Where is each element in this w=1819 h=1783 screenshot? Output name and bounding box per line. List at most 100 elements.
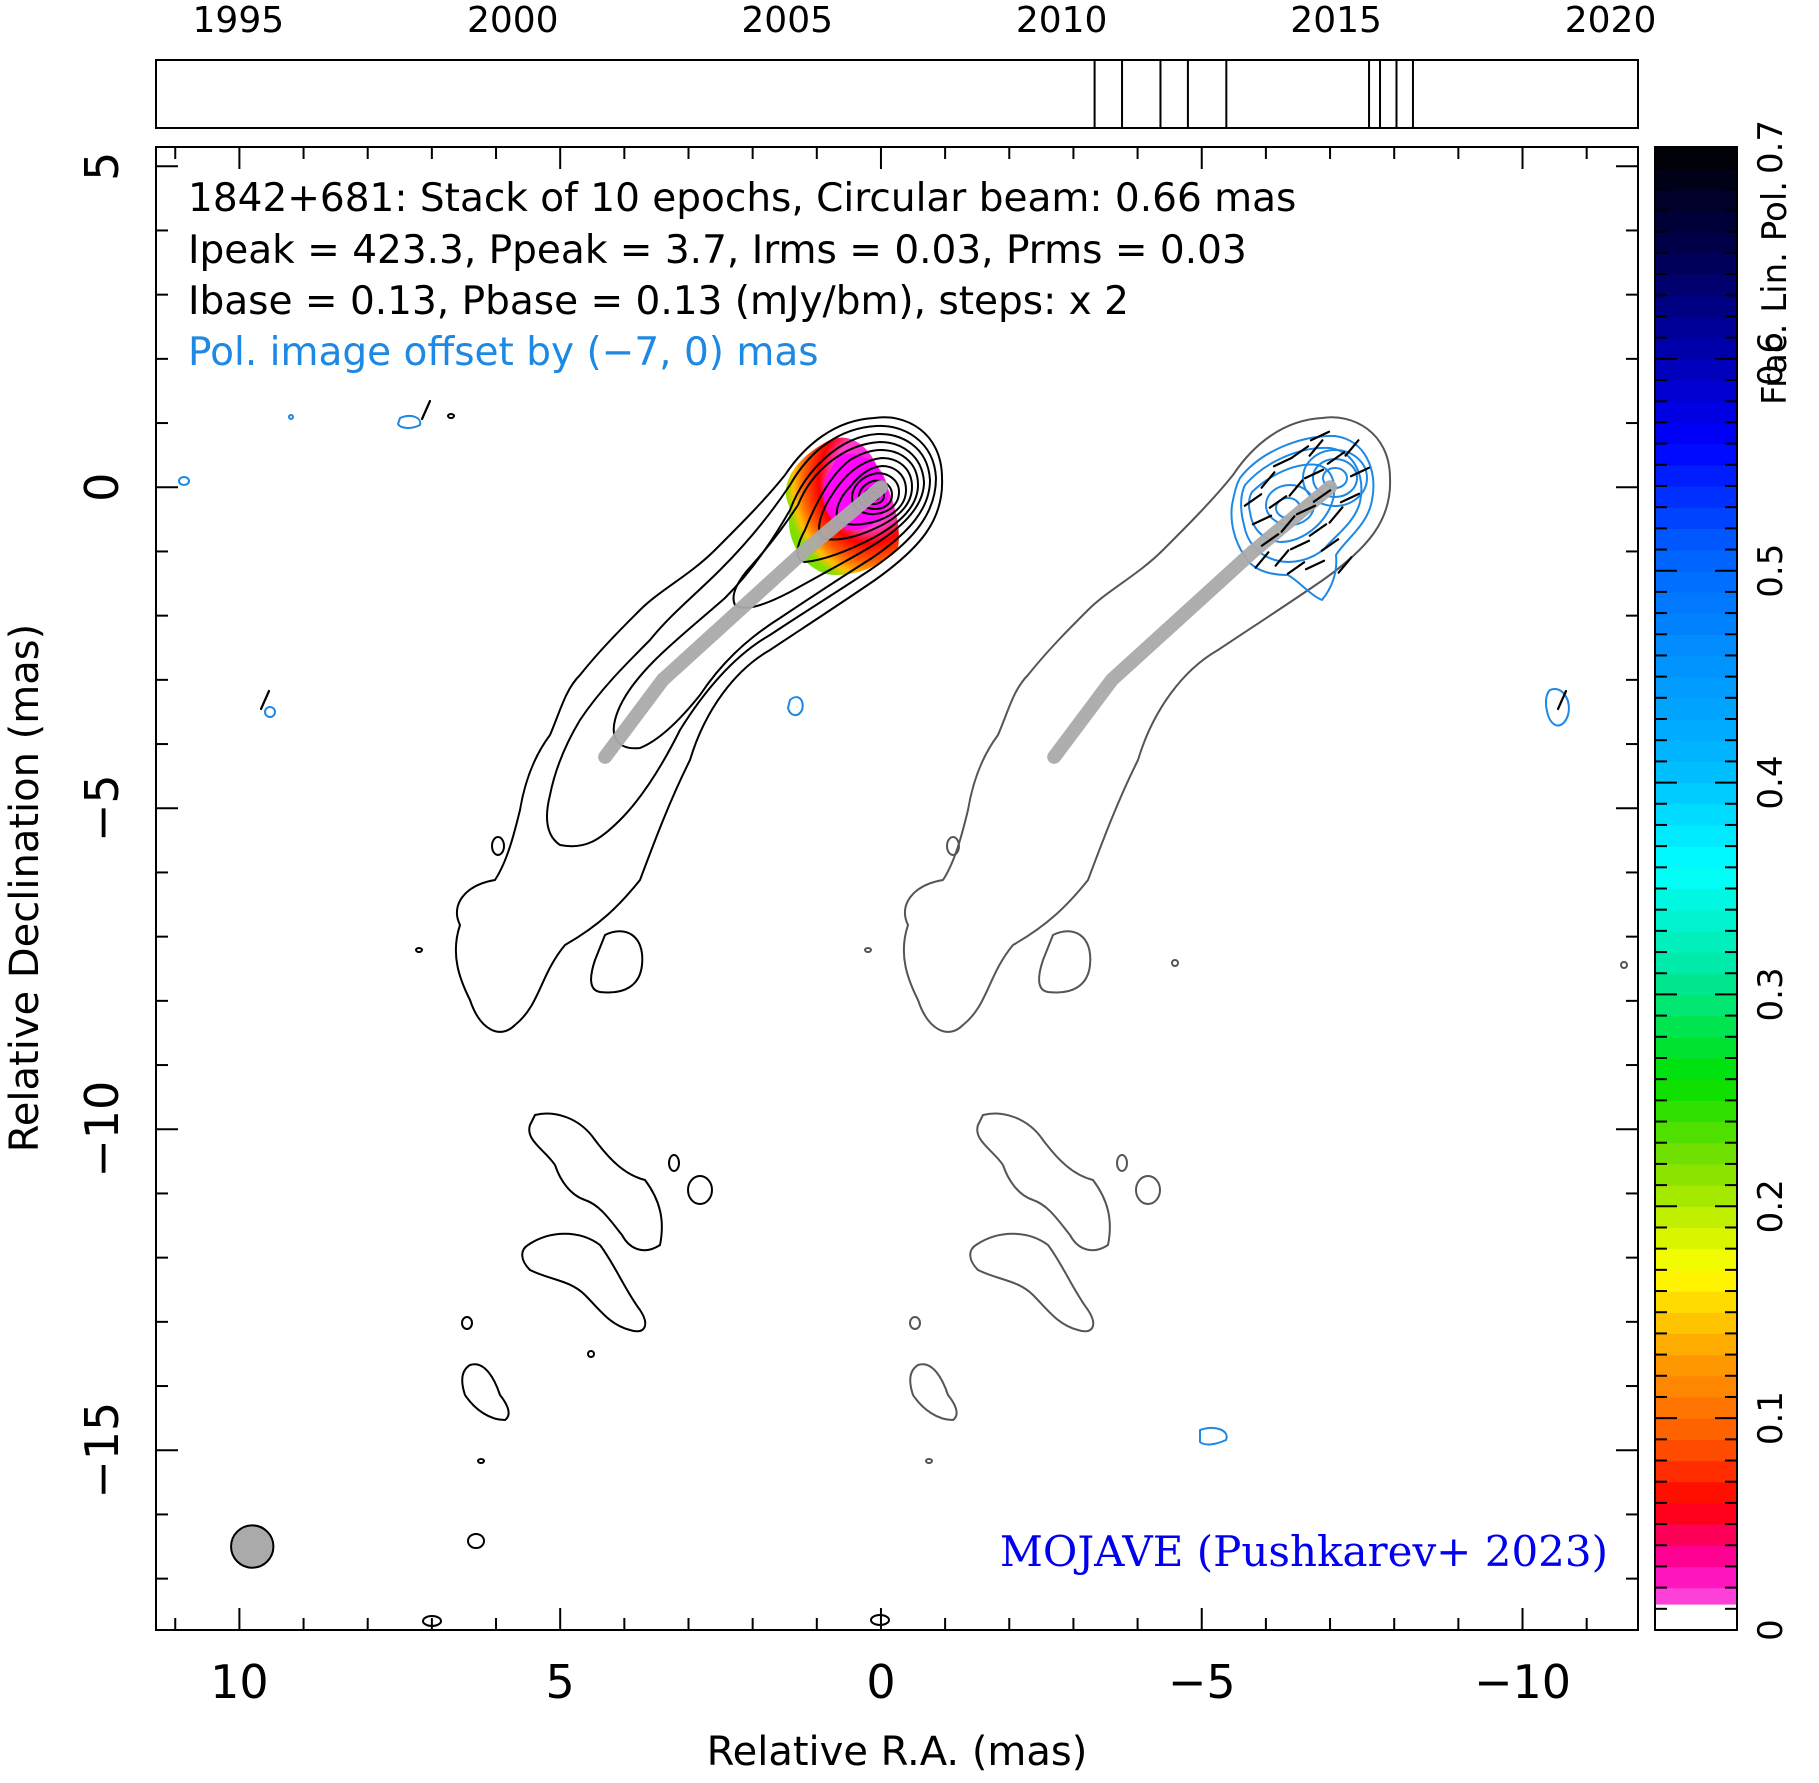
evpa-tick xyxy=(1243,493,1263,507)
colorbar-band xyxy=(1655,824,1737,847)
frac-pol-fill-core xyxy=(823,453,889,531)
colorbar-band xyxy=(1655,1036,1737,1059)
evpa-tick xyxy=(420,399,432,421)
pol-contour-isolated-g xyxy=(288,414,294,420)
y-axis-label: Relative Declination (mas) xyxy=(2,624,48,1152)
evpa-tick xyxy=(1337,556,1353,574)
timeline-year-2010: 2010 xyxy=(1016,0,1108,41)
colorbar-band xyxy=(1655,231,1737,254)
colorbar-band xyxy=(1655,189,1737,212)
colorbar-band xyxy=(1655,295,1737,318)
stokes-i-contours xyxy=(415,413,944,1627)
evpa-tick xyxy=(1280,515,1296,533)
colorbar-band xyxy=(1655,1079,1737,1101)
i-contour-blob-m xyxy=(415,947,423,953)
i-contour-base xyxy=(454,416,944,1033)
colorbar-band xyxy=(1655,401,1737,424)
evpa-tick xyxy=(1290,445,1310,459)
i-contour-blob-c xyxy=(521,1232,647,1333)
i-contour-blob-d xyxy=(461,1363,510,1421)
colorbar-tick-label: 0.5 xyxy=(1751,544,1791,598)
i-contour-blob-e xyxy=(687,1175,713,1205)
colorbar-band xyxy=(1655,803,1737,826)
evpa-tick xyxy=(1326,451,1346,465)
colorbar-tick-labels: 0 0.1 0.2 0.3 0.4 0.5 0.6 0.7 xyxy=(1751,120,1791,1641)
evpa-tick xyxy=(1308,523,1328,537)
colorbar-band xyxy=(1655,676,1737,699)
colorbar-band xyxy=(1655,316,1737,339)
timeline-year-2015: 2015 xyxy=(1290,0,1382,41)
timeline-year-2020: 2020 xyxy=(1565,0,1657,41)
colorbar-tick-label: 0 xyxy=(1751,1619,1791,1641)
colorbar-tick-label: 0.3 xyxy=(1751,967,1791,1021)
x-tick-label: −5 xyxy=(1168,1655,1236,1709)
evpa-tick xyxy=(1303,468,1325,480)
colorbar-band xyxy=(1655,1057,1737,1080)
i-contour-6 xyxy=(818,457,913,541)
ridge-line-offset xyxy=(1047,480,1338,764)
offset-i-contour-blob-a xyxy=(1038,930,1092,994)
evpa-tick xyxy=(1260,471,1276,489)
colorbar-bands xyxy=(1655,147,1737,1631)
x-axis-label: Relative R.A. (mas) xyxy=(707,1729,1088,1775)
timeline-box xyxy=(155,59,1639,129)
offset-i-contour-blob-f xyxy=(1116,1154,1128,1172)
colorbar-band xyxy=(1655,634,1737,657)
pol-contour-peak-ring-a xyxy=(1302,449,1368,507)
y-tick-labels: 5 0 −5 −10 −15 xyxy=(75,152,129,1499)
colorbar-band xyxy=(1655,740,1737,762)
annotation-line-3: Ibase = 0.13, Pbase = 0.13 (mJy/bm), ste… xyxy=(188,279,1129,324)
colorbar-tick-label: 0.4 xyxy=(1751,756,1791,810)
evpa-tick xyxy=(1309,430,1331,442)
map-frame xyxy=(155,146,1639,1631)
evpa-tick xyxy=(1272,456,1294,468)
colorbar-band xyxy=(1655,443,1737,466)
restoring-beam xyxy=(230,1524,275,1569)
colorbar-band xyxy=(1655,1248,1737,1271)
map-content xyxy=(178,399,1628,1627)
colorbar-band xyxy=(1655,1524,1737,1546)
colorbar-band xyxy=(1655,761,1737,784)
evpa-tick xyxy=(1268,495,1288,509)
colorbar-band xyxy=(1655,1185,1737,1207)
ridge-line xyxy=(598,480,888,764)
colorbar-band xyxy=(1655,1163,1737,1186)
colorbar-band xyxy=(1655,655,1737,678)
timeline-year-2000: 2000 xyxy=(467,0,559,41)
y-tick-label: −5 xyxy=(75,774,129,842)
x-tick-label: −10 xyxy=(1474,1655,1571,1709)
x-tick-label: 10 xyxy=(210,1655,269,1709)
colorbar-tick-label: 0.7 xyxy=(1751,120,1791,174)
evpa-tick xyxy=(1328,506,1344,524)
colorbar-band xyxy=(1655,485,1737,508)
axis-ticks xyxy=(156,147,1638,1630)
colorbar-band xyxy=(1655,1566,1737,1589)
timeline-epochs xyxy=(1093,60,1414,128)
i-contour-7 xyxy=(835,465,907,526)
x-tick-label: 0 xyxy=(866,1655,895,1709)
colorbar-band xyxy=(1655,1206,1737,1229)
evpa-tick xyxy=(1254,551,1270,569)
timeline-year-labels: 1995 2000 2005 2010 2015 2020 xyxy=(193,0,1657,41)
colorbar-band xyxy=(1655,1481,1737,1504)
x-tick-labels: 10 5 0 −5 −10 xyxy=(210,1655,1571,1709)
colorbar-band xyxy=(1655,1460,1737,1483)
credit-label: MOJAVE (Pushkarev+ 2023) xyxy=(1000,1527,1608,1576)
i-contour-9 xyxy=(858,479,893,510)
evpa-tick xyxy=(1344,439,1360,457)
pol-contour-isolated-c xyxy=(1199,1427,1228,1446)
offset-i-contour-blob-j xyxy=(925,1458,933,1464)
colorbar-band xyxy=(1655,210,1737,233)
colorbar-band xyxy=(1655,930,1737,953)
y-tick-label: −10 xyxy=(75,1081,129,1178)
offset-i-contour-blob-k xyxy=(1171,959,1179,967)
evpa-tick xyxy=(1274,549,1290,567)
colorbar-band xyxy=(1655,1396,1737,1419)
colorbar-band xyxy=(1655,973,1737,996)
colorbar-tick-label: 0.1 xyxy=(1751,1391,1791,1445)
i-contour-blob-n xyxy=(477,1458,485,1464)
colorbar: 0 0.1 0.2 0.3 0.4 0.5 0.6 0.7 Frac. Lin. Pol. xyxy=(1654,120,1795,1641)
evpa-tick xyxy=(1304,559,1326,571)
i-contour-blob-f xyxy=(668,1154,680,1172)
offset-i-contour-blob-e xyxy=(1135,1175,1161,1205)
